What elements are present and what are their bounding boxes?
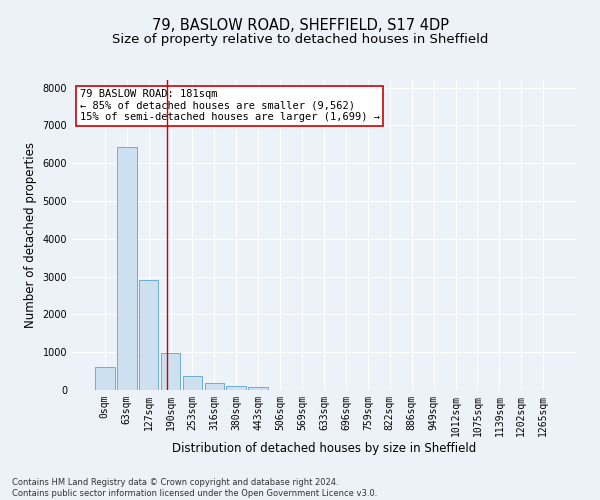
Bar bbox=[95, 366, 115, 390]
Bar bbox=[248, 387, 268, 390]
Text: Size of property relative to detached houses in Sheffield: Size of property relative to detached ho… bbox=[112, 32, 488, 46]
Text: 79 BASLOW ROAD: 181sqm
← 85% of detached houses are smaller (9,562)
15% of semi-: 79 BASLOW ROAD: 181sqm ← 85% of detached… bbox=[80, 90, 380, 122]
Bar bbox=[205, 384, 224, 390]
X-axis label: Distribution of detached houses by size in Sheffield: Distribution of detached houses by size … bbox=[172, 442, 476, 454]
Y-axis label: Number of detached properties: Number of detached properties bbox=[24, 142, 37, 328]
Bar bbox=[117, 148, 137, 390]
Bar bbox=[182, 376, 202, 390]
Bar bbox=[226, 386, 246, 390]
Text: 79, BASLOW ROAD, SHEFFIELD, S17 4DP: 79, BASLOW ROAD, SHEFFIELD, S17 4DP bbox=[151, 18, 449, 32]
Bar bbox=[139, 280, 158, 390]
Bar bbox=[161, 352, 181, 390]
Text: Contains HM Land Registry data © Crown copyright and database right 2024.
Contai: Contains HM Land Registry data © Crown c… bbox=[12, 478, 377, 498]
